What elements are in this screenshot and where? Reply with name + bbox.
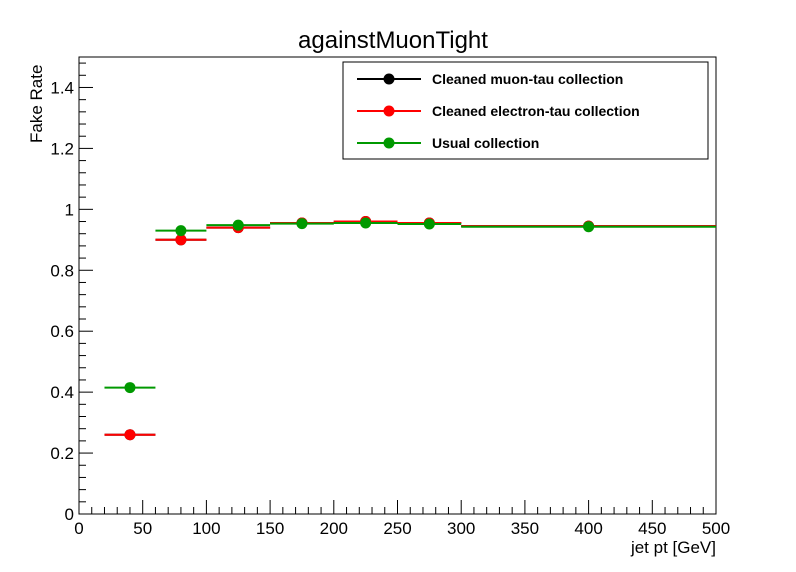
- y-tick-label: 1.4: [50, 78, 74, 97]
- y-tick-label: 0.4: [50, 383, 74, 402]
- legend-label: Usual collection: [432, 135, 539, 151]
- x-tick-label: 250: [383, 519, 411, 538]
- data-point: [175, 234, 187, 246]
- y-tick-label: 0.2: [50, 444, 74, 463]
- x-tick-label: 450: [638, 519, 666, 538]
- series-3: [104, 217, 716, 394]
- x-tick-label: 500: [702, 519, 730, 538]
- legend-label: Cleaned electron-tau collection: [432, 103, 640, 119]
- legend-label: Cleaned muon-tau collection: [432, 71, 623, 87]
- series-layer: [104, 216, 716, 441]
- data-point: [124, 429, 136, 441]
- data-point: [175, 225, 187, 237]
- x-axis-label: jet pt [GeV]: [630, 538, 716, 557]
- data-point: [423, 218, 435, 230]
- legend-marker: [383, 73, 395, 85]
- x-axis-ticks: 0 50 100 150 200 250 300 350 400 450 500: [74, 500, 730, 538]
- data-point: [296, 218, 308, 230]
- x-tick-label: 50: [133, 519, 152, 538]
- legend-marker: [383, 105, 395, 117]
- y-tick-label: 0: [65, 505, 74, 524]
- x-tick-label: 150: [256, 519, 284, 538]
- legend-marker: [383, 137, 395, 149]
- x-tick-label: 300: [447, 519, 475, 538]
- x-tick-label: 350: [511, 519, 539, 538]
- y-axis-ticks: 0 0.2 0.4 0.6 0.8 1 1.2 1.4: [50, 62, 93, 524]
- chart-title: againstMuonTight: [298, 27, 488, 54]
- x-tick-label: 400: [574, 519, 602, 538]
- data-point: [360, 217, 372, 229]
- y-tick-label: 0.6: [50, 322, 74, 341]
- data-point: [232, 219, 244, 231]
- data-point: [583, 221, 595, 233]
- data-point: [124, 382, 136, 394]
- x-tick-label: 0: [74, 519, 83, 538]
- y-tick-label: 0.8: [50, 261, 74, 280]
- y-tick-label: 1: [65, 200, 74, 219]
- y-axis-label: Fake Rate: [27, 65, 46, 143]
- x-tick-label: 200: [320, 519, 348, 538]
- x-tick-label: 100: [192, 519, 220, 538]
- y-tick-label: 1.2: [50, 139, 74, 158]
- legend: Cleaned muon-tau collection Cleaned elect…: [342, 61, 709, 160]
